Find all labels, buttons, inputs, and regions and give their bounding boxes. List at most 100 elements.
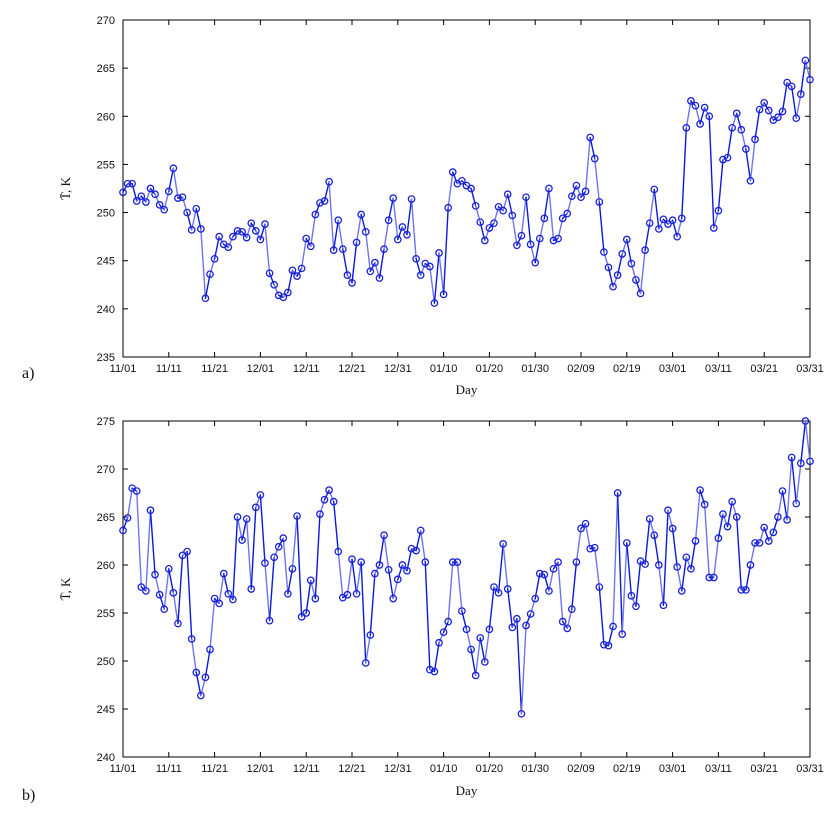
plot-frame xyxy=(122,420,811,758)
data-point xyxy=(535,234,544,243)
data-point xyxy=(746,176,755,185)
data-point xyxy=(183,208,191,217)
series-line-segment xyxy=(658,218,665,230)
data-point xyxy=(407,544,416,553)
data-point xyxy=(742,586,750,594)
data-point xyxy=(371,258,379,267)
series-line-segment xyxy=(653,188,660,230)
data-point xyxy=(480,236,489,245)
series-line-segment xyxy=(470,648,477,677)
series-line-segment xyxy=(584,136,591,193)
data-point xyxy=(251,503,260,512)
data-point xyxy=(142,587,150,595)
series-line-segment xyxy=(314,513,321,600)
data-point xyxy=(187,226,196,234)
data-point xyxy=(329,497,338,506)
series-line-segment xyxy=(626,542,633,597)
series-line-segment xyxy=(227,235,234,248)
data-point xyxy=(361,659,370,667)
series-line-segment xyxy=(717,513,724,539)
series-line-segment xyxy=(346,558,353,596)
data-point xyxy=(677,587,686,595)
series-line-segment xyxy=(355,561,362,595)
x-tick-label: 02/09 xyxy=(567,363,595,375)
data-point xyxy=(384,565,393,574)
data-point xyxy=(586,133,595,142)
series-line-segment xyxy=(378,534,385,566)
series-line-segment xyxy=(795,462,802,505)
x-tick-label: 12/31 xyxy=(384,763,412,775)
series-line-segment xyxy=(268,556,275,622)
series-line-segment xyxy=(763,526,770,542)
data-point xyxy=(174,619,182,628)
data-point xyxy=(645,219,654,228)
series-line-segment xyxy=(245,518,252,590)
series-line-segment xyxy=(790,85,797,119)
series-line-segment xyxy=(429,668,436,673)
data-point xyxy=(229,595,237,604)
series-line-segment xyxy=(525,196,532,246)
x-tick-label: 02/19 xyxy=(613,763,641,775)
series-line-segment xyxy=(539,572,546,576)
data-point xyxy=(197,691,205,700)
data-point xyxy=(787,453,796,462)
data-point xyxy=(600,640,608,649)
data-point xyxy=(572,558,581,566)
x-tick-label: 12/31 xyxy=(384,363,412,375)
series-line-segment xyxy=(749,138,756,182)
y-tick-label: 235 xyxy=(97,352,115,364)
y-tick-label: 255 xyxy=(97,159,115,171)
series-line-segment xyxy=(209,597,216,651)
data-point xyxy=(348,279,356,287)
data-point xyxy=(641,246,649,254)
data-point xyxy=(393,575,402,584)
series-line-segment xyxy=(264,223,271,274)
x-tick-label: 03/31 xyxy=(796,363,824,375)
data-point xyxy=(499,206,507,215)
series-line-segment xyxy=(387,569,394,600)
data-point xyxy=(316,510,324,518)
x-axis-label: Day xyxy=(456,382,478,397)
data-point xyxy=(247,219,256,228)
data-point xyxy=(306,242,315,251)
data-point xyxy=(655,225,663,233)
series-line-segment xyxy=(653,534,660,566)
series-line-segment xyxy=(703,503,710,579)
data-point xyxy=(242,233,251,242)
series-line-segment xyxy=(589,547,596,550)
data-point xyxy=(531,594,540,603)
series-line-segment xyxy=(218,235,225,246)
series-line-segment xyxy=(621,542,628,635)
data-point xyxy=(412,254,420,263)
data-point xyxy=(256,235,265,244)
series-line-segment xyxy=(177,554,184,625)
data-point xyxy=(426,262,434,271)
series-line-segment xyxy=(520,624,527,715)
series-line-segment xyxy=(163,568,170,610)
series-line-segment xyxy=(781,490,788,521)
data-point xyxy=(664,220,672,228)
data-point xyxy=(691,101,700,110)
data-point xyxy=(178,193,187,202)
x-tick-label: 12/21 xyxy=(338,363,366,375)
chart-panel-1: 240 245 250 255 260 265 270 275 11/01 11/11 11/21 1… xyxy=(22,416,824,804)
data-point xyxy=(517,231,526,240)
data-point xyxy=(705,112,714,121)
series-line-segment xyxy=(410,198,417,260)
data-point xyxy=(247,585,256,593)
data-point xyxy=(444,203,453,212)
series-line-segment xyxy=(351,241,358,284)
series-line-segment xyxy=(474,637,481,677)
data-point xyxy=(723,153,732,162)
series-line-segment xyxy=(259,494,266,564)
data-point xyxy=(325,486,333,494)
series-line-segment xyxy=(337,550,344,599)
series-line-segment xyxy=(420,529,426,563)
data-point xyxy=(764,106,773,115)
series-line-segment xyxy=(594,547,601,588)
data-point xyxy=(338,245,347,254)
data-point xyxy=(567,192,576,201)
x-tick-label: 03/11 xyxy=(705,363,732,375)
data-point xyxy=(320,495,329,504)
data-point xyxy=(742,145,750,153)
